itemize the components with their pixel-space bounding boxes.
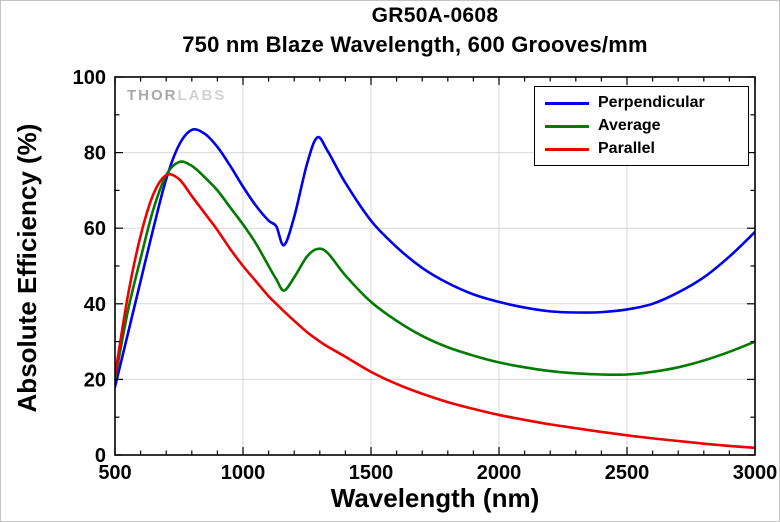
legend-line-sample [545,147,589,151]
x-tick-label: 3000 [733,462,778,484]
legend-line-sample [545,124,589,128]
legend-label: Average [598,117,661,134]
watermark-bold-part: THOR [127,87,178,104]
x-tick-label: 2500 [605,462,650,484]
x-axis-label: Wavelength (nm) [330,483,540,513]
watermark-light-part: LABS [177,87,227,104]
y-tick-label: 20 [84,369,106,391]
y-tick-label: 60 [84,218,106,240]
legend-item-parallel: Parallel [545,140,738,158]
curve-parallel [115,173,755,450]
legend-label: Perpendicular [598,94,705,111]
legend-item-average: Average [545,117,738,135]
y-tick-label: 100 [73,67,106,89]
chart-subtitle: 750 nm Blaze Wavelength, 600 Grooves/mm [182,32,648,57]
curve-average [115,160,755,381]
thorlabs-watermark: THORLABS [127,87,226,104]
legend-item-perpendicular: Perpendicular [545,94,738,112]
y-tick-label: 40 [84,294,106,316]
y-tick-label: 80 [84,143,106,165]
tick-labels: 500 1000 1500 2000 2500 3000 0 20 40 60 80 100 [73,67,778,484]
series-curves [115,128,755,450]
legend: Perpendicular Average Parallel [534,86,749,166]
x-tick-label: 1000 [221,462,266,484]
y-tick-label: 0 [95,445,106,467]
x-tick-label: 1500 [349,462,394,484]
x-tick-label: 2000 [477,462,522,484]
x-tick-label: 500 [98,462,131,484]
curve-perpendicular [115,128,755,389]
legend-line-sample [545,101,589,105]
axis-ticks [114,76,756,456]
chart-title: GR50A-0608 [371,4,499,27]
legend-label: Parallel [598,140,655,157]
